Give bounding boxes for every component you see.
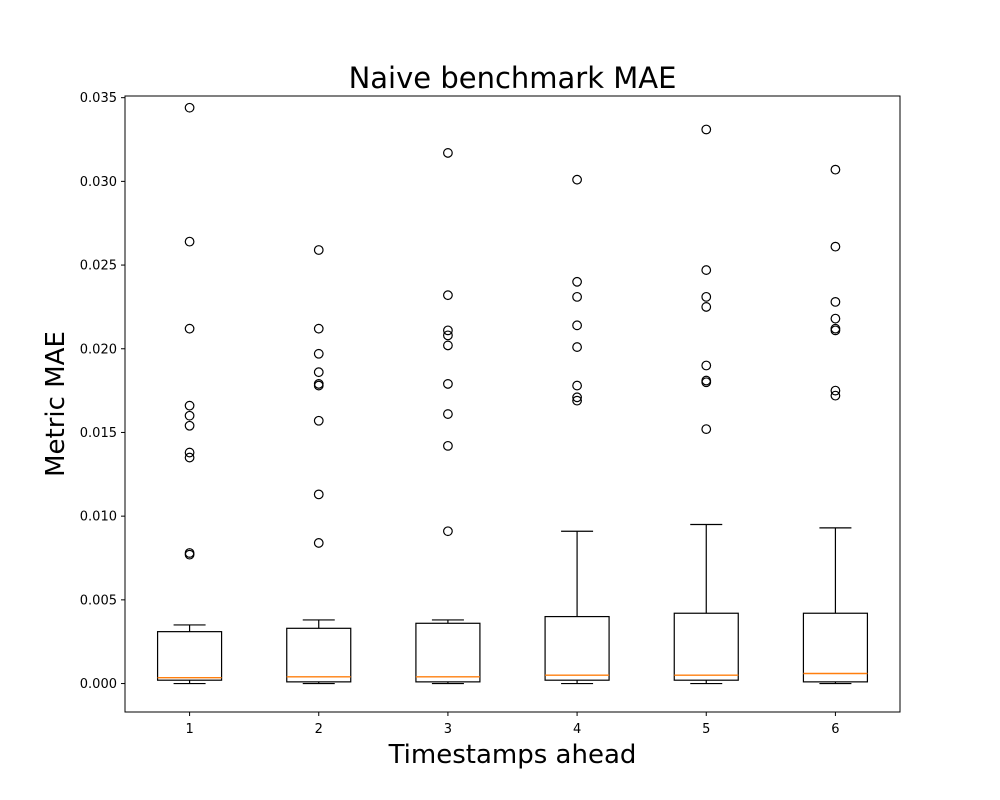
outlier-point bbox=[184, 102, 195, 113]
box-iqr bbox=[415, 622, 481, 683]
box-iqr bbox=[544, 615, 610, 681]
outlier-point bbox=[184, 323, 195, 334]
outlier-point bbox=[830, 164, 841, 175]
outlier-point bbox=[184, 549, 195, 560]
y-tick-label: 0.005 bbox=[80, 593, 117, 608]
outlier-point bbox=[572, 174, 582, 185]
x-tick-label: 5 bbox=[702, 722, 710, 737]
box-iqr bbox=[286, 627, 352, 683]
outlier-point bbox=[313, 380, 324, 391]
outlier-point bbox=[443, 409, 453, 419]
x-tick-label: 2 bbox=[315, 722, 323, 737]
outlier-point bbox=[443, 440, 453, 451]
x-tick-label: 6 bbox=[831, 722, 839, 737]
outlier-point bbox=[572, 276, 582, 287]
outlier-point bbox=[443, 379, 453, 389]
outlier-point bbox=[184, 452, 195, 463]
box-iqr bbox=[802, 612, 869, 683]
outlier-point bbox=[572, 380, 582, 391]
plot-area: 0.000 0.005 0.010 0.015 0.020 0.025 0.030 0.035… bbox=[80, 91, 901, 737]
outlier-point bbox=[443, 526, 453, 537]
outlier-point bbox=[313, 323, 324, 334]
outlier-point bbox=[830, 385, 841, 396]
outlier-point bbox=[701, 265, 712, 275]
y-tick-label: 0.030 bbox=[80, 175, 117, 190]
outlier-point bbox=[184, 420, 195, 431]
outlier-point bbox=[701, 291, 712, 302]
outlier-point bbox=[184, 410, 195, 421]
outlier-point bbox=[313, 245, 324, 255]
chart-title: Naive benchmark MAE bbox=[349, 61, 677, 95]
x-tick-label: 3 bbox=[444, 722, 452, 737]
outlier-point bbox=[572, 291, 582, 302]
outlier-point bbox=[443, 330, 453, 341]
axes-frame bbox=[124, 95, 901, 713]
outlier-point bbox=[572, 342, 582, 352]
outlier-point bbox=[830, 325, 841, 336]
outlier-point bbox=[830, 296, 841, 307]
outlier-point bbox=[184, 236, 195, 247]
y-tick-label: 0.020 bbox=[80, 342, 117, 357]
outlier-point bbox=[830, 313, 841, 324]
y-tick-label: 0.025 bbox=[80, 259, 117, 274]
x-tick-label: 4 bbox=[573, 722, 581, 737]
outlier-point bbox=[572, 395, 582, 406]
outlier-point bbox=[572, 320, 582, 331]
outlier-point bbox=[313, 415, 324, 426]
outlier-point bbox=[701, 377, 712, 388]
box-iqr bbox=[156, 631, 223, 681]
x-axis-label: Timestamps ahead bbox=[388, 740, 637, 770]
outlier-point bbox=[701, 124, 712, 135]
x-tick-label: 1 bbox=[185, 722, 193, 737]
outlier-point bbox=[443, 148, 453, 158]
outlier-point bbox=[701, 302, 712, 312]
y-tick-label: 0.000 bbox=[80, 677, 117, 692]
outlier-point bbox=[184, 447, 195, 458]
outlier-point bbox=[313, 367, 324, 378]
outlier-point bbox=[313, 348, 324, 359]
y-axis-label: Metric MAE bbox=[41, 331, 71, 477]
outlier-point bbox=[313, 489, 324, 500]
outlier-point bbox=[701, 424, 712, 435]
outlier-point bbox=[443, 325, 453, 336]
outlier-point bbox=[701, 360, 712, 371]
outlier-point bbox=[313, 538, 324, 548]
outlier-point bbox=[184, 400, 195, 411]
outlier-point bbox=[830, 241, 841, 252]
box-iqr bbox=[673, 612, 739, 681]
outlier-point bbox=[443, 290, 453, 301]
outlier-point bbox=[830, 390, 841, 401]
outlier-point bbox=[572, 392, 582, 403]
y-tick-label: 0.035 bbox=[80, 91, 117, 106]
outlier-point bbox=[443, 340, 453, 351]
y-tick-label: 0.010 bbox=[80, 510, 117, 525]
y-tick-label: 0.015 bbox=[80, 426, 117, 441]
